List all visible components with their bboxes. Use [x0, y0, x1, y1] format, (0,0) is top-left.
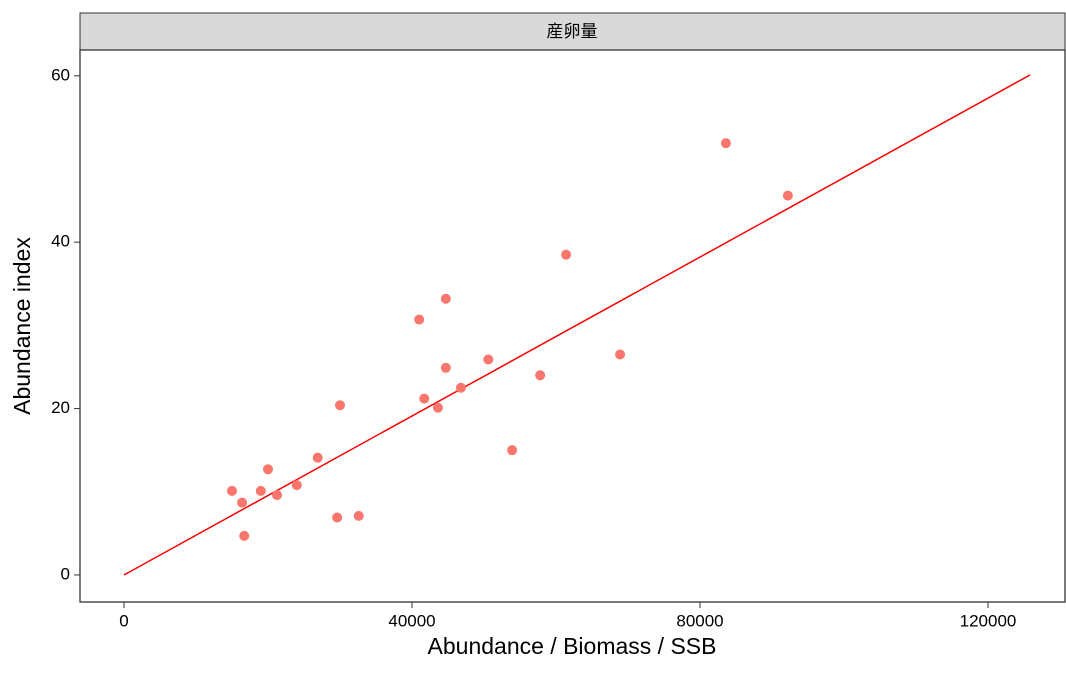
point [262, 464, 273, 475]
y-tick-label: 40 [51, 232, 70, 251]
panel [79, 49, 1066, 603]
point [483, 354, 494, 365]
point [432, 402, 443, 413]
y-tick-label: 20 [51, 398, 70, 417]
point [561, 249, 572, 260]
x-tick-label: 0 [119, 611, 128, 630]
x-tick-label: 40000 [388, 611, 435, 630]
point [507, 445, 518, 456]
fit-line [123, 74, 1031, 576]
point [239, 530, 250, 541]
y-tick-label: 0 [61, 564, 70, 583]
point [255, 485, 266, 496]
point [720, 138, 731, 149]
point [782, 190, 793, 201]
point [440, 362, 451, 373]
point [455, 382, 466, 393]
point [414, 314, 425, 325]
x-axis-title: Abundance / Biomass / SSB [428, 633, 717, 659]
point [312, 452, 323, 463]
point [615, 349, 626, 360]
point [332, 512, 343, 523]
x-tick-label: 80000 [676, 611, 723, 630]
y-tick-label: 60 [51, 65, 70, 84]
y-axis-title: Abundance index [9, 237, 35, 415]
point [271, 490, 282, 501]
point [335, 400, 346, 411]
facet-label: 産卵量 [547, 22, 598, 42]
x-tick-label: 120000 [960, 611, 1017, 630]
point [419, 393, 430, 404]
point [237, 497, 248, 508]
point [440, 293, 451, 304]
point [353, 510, 364, 521]
point [291, 480, 302, 491]
point [226, 485, 237, 496]
facet-strip [79, 12, 1066, 51]
point [535, 370, 546, 381]
